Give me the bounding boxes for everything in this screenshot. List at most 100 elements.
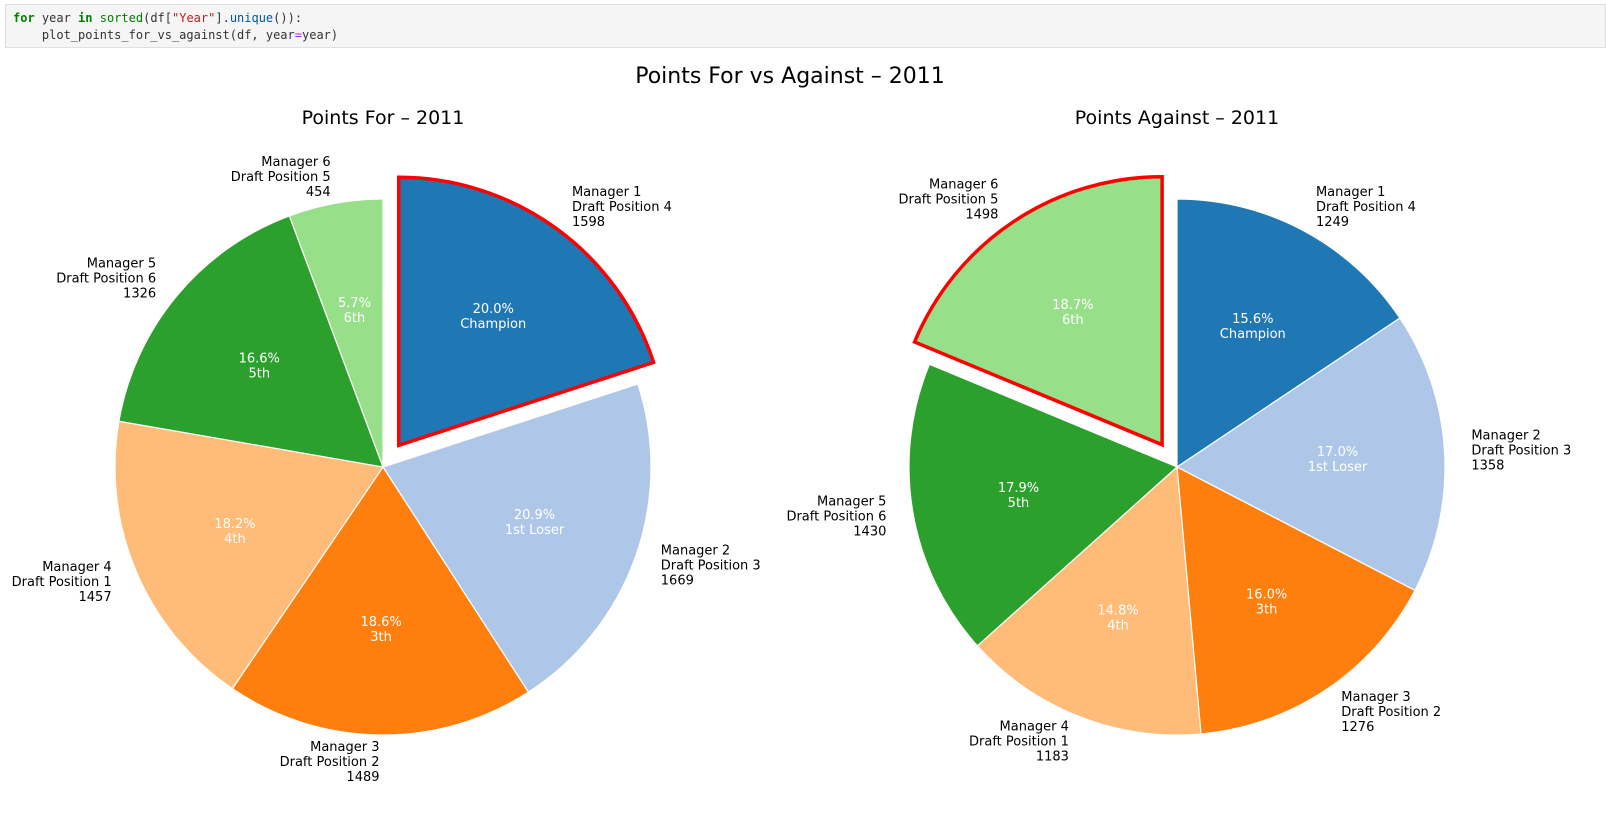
slice-value: 1489 — [346, 770, 379, 785]
slice-outer-label: Manager 2 Draft Position 3 1669 — [661, 544, 761, 589]
slice-rank: 3th — [370, 630, 392, 645]
slice-manager: Manager 3 — [1341, 690, 1410, 705]
slice-outer-label: Manager 3 Draft Position 2 1276 — [1341, 690, 1441, 735]
code-token: unique — [229, 11, 274, 25]
slice-outer-label: Manager 3 Draft Position 2 1489 — [280, 740, 380, 785]
pie-slice — [1176, 465, 1416, 735]
code-token: sorted — [99, 11, 144, 25]
pie-slice — [1175, 317, 1446, 592]
slice-percent-label: 20.0% Champion — [460, 302, 526, 332]
slice-draft-position: Draft Position 6 — [786, 509, 886, 524]
slice-value: 454 — [306, 185, 331, 200]
slice-percent-label: 14.8% 4th — [1097, 604, 1138, 634]
slice-draft-position: Draft Position 3 — [661, 559, 761, 574]
pie-slice — [397, 175, 656, 448]
pie-title: Points For – 2011 — [302, 107, 465, 129]
slice-value: 1498 — [965, 208, 998, 223]
slice-percent: 18.7% — [1052, 298, 1093, 313]
pie-chart-points-against: Points Against – 2011 15.6% Champion Manage… — [786, 107, 1571, 764]
slice-value: 1249 — [1316, 215, 1349, 230]
code-token: year) — [302, 28, 339, 42]
slice-rank: 4th — [1107, 619, 1129, 634]
pie-slice — [1176, 198, 1401, 469]
code-token: "Year" — [172, 11, 216, 25]
slice-percent-label: 18.6% 3th — [360, 615, 401, 645]
slice-rank: 6th — [344, 311, 366, 326]
slice-rank: 5th — [1008, 496, 1030, 511]
slice-draft-position: Draft Position 3 — [1471, 444, 1571, 459]
slice-outer-label: Manager 4 Draft Position 1 1457 — [12, 560, 112, 605]
slice-value: 1276 — [1341, 720, 1374, 735]
slice-percent: 17.9% — [998, 481, 1039, 496]
code-token: year — [34, 11, 79, 25]
slice-rank: 3th — [1256, 603, 1278, 618]
code-token: (df[ — [143, 11, 172, 25]
slice-percent-label: 17.9% 5th — [998, 481, 1039, 511]
slice-outer-label: Manager 1 Draft Position 4 1249 — [1316, 185, 1416, 230]
slice-percent: 16.0% — [1246, 588, 1287, 603]
slice-draft-position: Draft Position 1 — [12, 575, 112, 590]
slice-rank: 1st Loser — [1308, 460, 1368, 475]
pie-slice — [288, 198, 384, 468]
slice-rank: 1st Loser — [505, 523, 565, 538]
slice-value: 1598 — [572, 215, 605, 230]
slice-rank: Champion — [460, 317, 526, 332]
code-token: in — [78, 11, 93, 25]
pie-slice — [114, 420, 385, 690]
slice-value: 1669 — [661, 574, 694, 589]
slice-value: 1326 — [123, 287, 156, 302]
slice-manager: Manager 4 — [1000, 719, 1069, 734]
slice-draft-position: Draft Position 5 — [898, 193, 998, 208]
code-line-2: plot_points_for_vs_against(df, year=year… — [13, 27, 1605, 44]
slice-value: 1457 — [79, 590, 112, 605]
code-token: ()): — [273, 11, 303, 25]
slice-percent-label: 18.2% 4th — [214, 517, 255, 547]
slice-manager: Manager 5 — [87, 257, 156, 272]
slice-manager: Manager 6 — [261, 155, 330, 170]
code-token: for — [13, 11, 35, 25]
code-line-1: for year in sorted(df["Year"].unique()): — [13, 10, 1605, 27]
slice-value: 1358 — [1471, 459, 1504, 474]
slice-outer-label: Manager 6 Draft Position 5 1498 — [898, 178, 998, 223]
code-cell[interactable]: for year in sorted(df["Year"].unique()):… — [5, 4, 1606, 48]
pie-slice — [382, 383, 652, 693]
slice-manager: Manager 3 — [310, 740, 379, 755]
slice-draft-position: Draft Position 6 — [56, 272, 156, 287]
slice-rank: Champion — [1220, 327, 1286, 342]
slice-manager: Manager 4 — [42, 560, 111, 575]
slice-percent-label: 16.0% 3th — [1246, 588, 1287, 618]
slice-draft-position: Draft Position 2 — [1341, 705, 1441, 720]
slice-percent-label: 17.0% 1st Loser — [1308, 445, 1368, 475]
pie-slice — [231, 465, 530, 736]
pie-slice — [912, 174, 1164, 448]
pie-slice — [118, 215, 384, 468]
slice-draft-position: Draft Position 4 — [572, 200, 672, 215]
slice-manager: Manager 5 — [817, 494, 886, 509]
slice-percent-label: 5.7% 6th — [338, 296, 371, 326]
slice-percent-label: 18.7% 6th — [1052, 298, 1093, 328]
slice-manager: Manager 1 — [1316, 185, 1385, 200]
slice-rank: 4th — [224, 532, 246, 547]
slice-outer-label: Manager 1 Draft Position 4 1598 — [572, 185, 672, 230]
slice-draft-position: Draft Position 2 — [280, 755, 380, 770]
slice-outer-label: Manager 5 Draft Position 6 1430 — [786, 494, 886, 539]
slice-rank: 6th — [1062, 313, 1084, 328]
slice-percent: 16.6% — [239, 351, 280, 366]
slice-draft-position: Draft Position 5 — [231, 170, 331, 185]
slice-value: 1183 — [1036, 749, 1069, 764]
slice-manager: Manager 2 — [1471, 429, 1540, 444]
slice-outer-label: Manager 4 Draft Position 1 1183 — [969, 719, 1069, 764]
pie-slice — [976, 465, 1202, 736]
slice-outer-label: Manager 5 Draft Position 6 1326 — [56, 257, 156, 302]
slice-manager: Manager 6 — [929, 178, 998, 193]
slice-percent: 14.8% — [1097, 604, 1138, 619]
figure-suptitle: Points For vs Against – 2011 — [635, 64, 945, 89]
slice-percent: 17.0% — [1317, 445, 1358, 460]
slice-rank: 5th — [248, 366, 270, 381]
slice-percent: 18.2% — [214, 517, 255, 532]
slice-draft-position: Draft Position 4 — [1316, 200, 1416, 215]
slice-percent: 15.6% — [1232, 312, 1273, 327]
slice-percent: 20.9% — [514, 508, 555, 523]
